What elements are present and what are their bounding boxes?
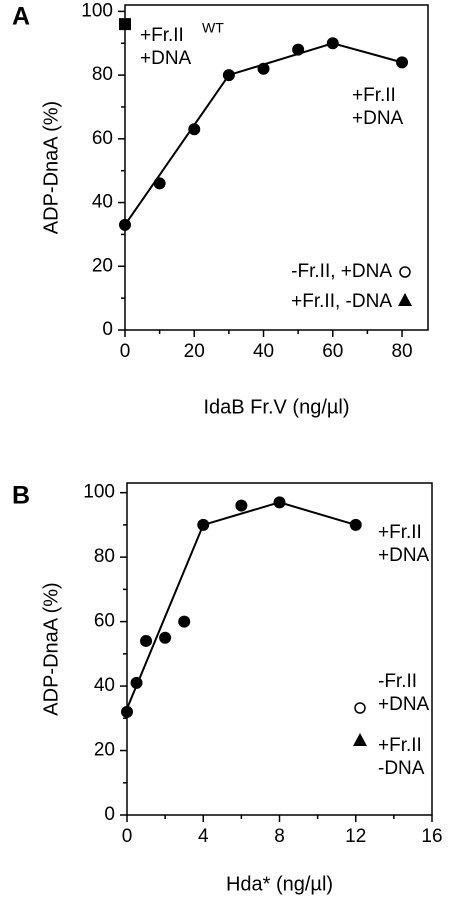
data-square [119, 18, 131, 31]
y-tick-label: 60 [92, 128, 113, 149]
panel-label: B [12, 482, 30, 510]
fit-line [124, 42, 403, 226]
data-point [235, 499, 248, 512]
data-point [140, 634, 153, 647]
y-axis-label: ADP-DnaA (%) [40, 101, 62, 234]
plot-frame [124, 4, 429, 331]
x-tick-label: 12 [345, 826, 366, 847]
y-tick-label: 20 [92, 255, 113, 276]
legend-label: -DNA [378, 758, 425, 779]
y-tick-label: 100 [81, 0, 113, 21]
fit-line [126, 501, 357, 710]
annotation: +DNA [378, 545, 430, 566]
x-tick-label: 20 [184, 341, 205, 362]
y-tick-label: 40 [94, 675, 115, 696]
y-tick-label: 0 [102, 319, 113, 340]
legend-marker [353, 733, 367, 746]
annotation: +DNA [352, 108, 404, 129]
legend-label: -Fr.II [378, 671, 417, 692]
legend-marker [354, 702, 366, 714]
x-axis-label: IdaB Fr.V (ng/µl) [203, 396, 349, 418]
data-point [178, 615, 191, 628]
data-point [188, 123, 201, 136]
y-tick-label: 80 [94, 546, 115, 567]
x-axis-label: Hda* (ng/µl) [226, 873, 333, 895]
y-axis-label: ADP-DnaA (%) [40, 582, 62, 715]
legend-label: +Fr.II, -DNA [291, 291, 392, 312]
data-point [153, 177, 166, 190]
x-tick-label: 0 [120, 341, 131, 362]
annotation: +Fr.II [352, 85, 396, 106]
annotation: +Fr.II [378, 522, 422, 543]
x-tick-label: 8 [274, 826, 285, 847]
x-tick-label: 0 [122, 826, 133, 847]
legend-label: +Fr.II [378, 735, 422, 756]
y-tick-label: 40 [92, 192, 113, 213]
x-tick-label: 40 [253, 341, 274, 362]
legend-marker [399, 266, 411, 278]
annotation: +Fr.II [140, 25, 184, 46]
data-point [159, 631, 172, 644]
data-point [121, 705, 133, 718]
legend-marker [398, 293, 412, 306]
annotation: +DNA [140, 48, 192, 69]
x-tick-label: 80 [391, 341, 412, 362]
y-tick-label: 80 [92, 64, 113, 85]
legend-label: +DNA [378, 694, 430, 715]
y-tick-label: 100 [83, 482, 115, 503]
legend-label: -Fr.II, +DNA [291, 261, 392, 282]
x-tick-label: 16 [421, 826, 442, 847]
y-tick-label: 0 [104, 804, 115, 825]
panel-label: A [12, 3, 30, 31]
y-tick-label: 20 [94, 740, 115, 761]
x-tick-label: 60 [322, 341, 343, 362]
annotation-superscript: WT [202, 20, 224, 36]
y-tick-label: 60 [94, 611, 115, 632]
x-tick-label: 4 [198, 826, 209, 847]
